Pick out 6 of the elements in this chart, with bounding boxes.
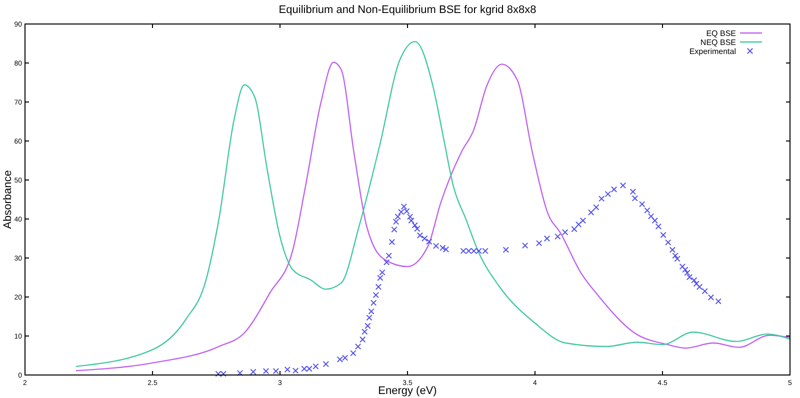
chart-title: Equilibrium and Non-Equilibrium BSE for kgrid 8x8x8 xyxy=(278,4,536,16)
legend-label: EQ BSE xyxy=(706,29,736,38)
legend-label: Experimental xyxy=(689,47,736,56)
x-axis-title: Energy (eV) xyxy=(378,385,437,397)
y-axis-title: Absorbance xyxy=(2,170,14,229)
legend-label: NEQ BSE xyxy=(700,38,736,47)
